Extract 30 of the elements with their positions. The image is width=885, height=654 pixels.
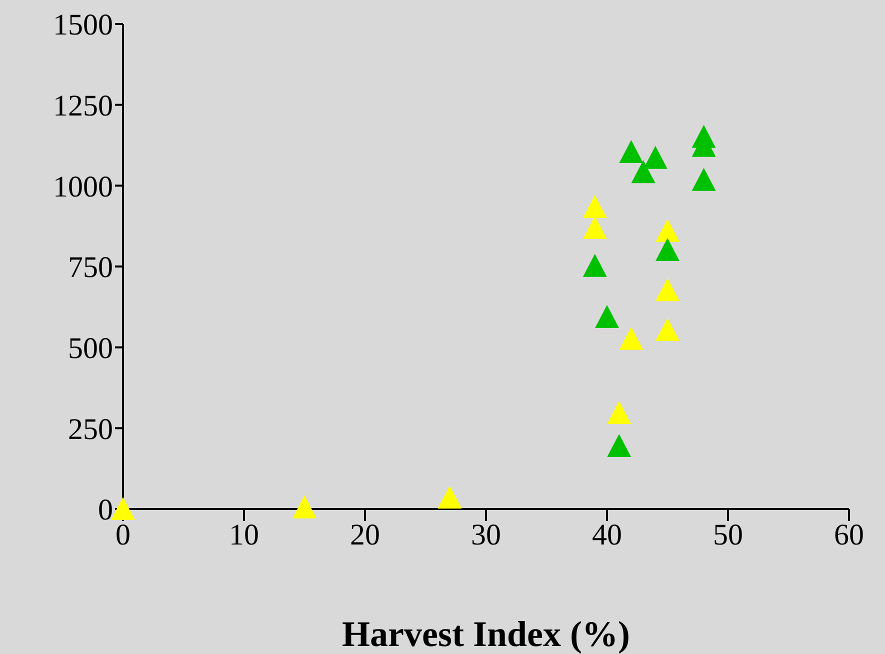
x-tick-label: 40	[592, 518, 622, 552]
y-tick-label: 1250	[53, 89, 113, 122]
point	[582, 254, 607, 277]
x-axis-title: Harvest Index (%)	[342, 614, 630, 654]
y-tick-label: 250	[68, 412, 113, 446]
point	[656, 278, 680, 302]
point	[595, 304, 619, 328]
x-tick-label: 20	[350, 518, 380, 552]
point	[438, 486, 462, 509]
point	[631, 160, 656, 184]
point	[656, 218, 680, 242]
x-tick-label: 10	[229, 518, 259, 552]
x-tick-label: 60	[834, 518, 864, 552]
point	[619, 140, 644, 164]
point	[582, 216, 607, 240]
x-tick-label: 50	[713, 518, 743, 552]
point	[582, 195, 607, 218]
y-tick-label: 1000	[53, 170, 113, 204]
point	[656, 318, 680, 341]
point	[692, 168, 716, 191]
y-tick-label: 0	[98, 494, 113, 527]
y-tick-label: 1500	[53, 8, 113, 42]
x-tick-label: 30	[471, 518, 501, 552]
point	[619, 326, 644, 350]
point	[607, 400, 632, 424]
y-tick-label: 500	[68, 332, 113, 365]
point	[656, 238, 680, 262]
point	[292, 495, 316, 518]
point	[607, 434, 632, 457]
y-tick-label: 750	[68, 251, 113, 284]
